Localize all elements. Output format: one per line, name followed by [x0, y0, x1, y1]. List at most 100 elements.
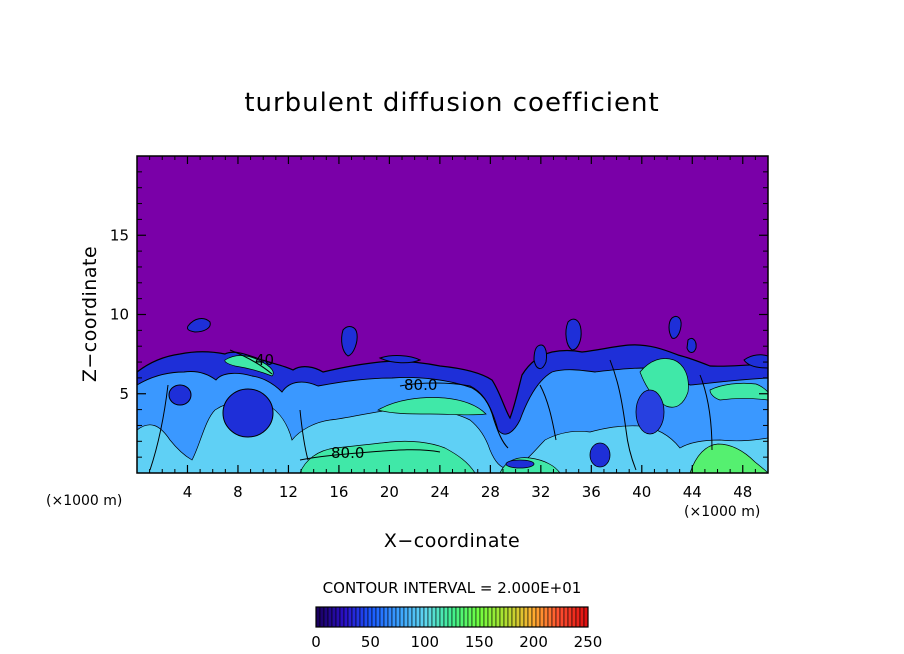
colorbar-cell	[323, 606, 329, 628]
colorbar-cell	[335, 606, 341, 628]
colorbar-cell	[463, 606, 469, 628]
chart-title: turbulent diffusion coefficient	[244, 88, 659, 118]
colorbar-cell	[571, 606, 577, 628]
y-tick-label-0: 5	[119, 385, 129, 403]
colorbar-cell	[439, 606, 445, 628]
field-green-2	[377, 397, 487, 416]
colorbar-cell	[479, 606, 485, 628]
colorbar-cell	[415, 606, 421, 628]
colorbar-cell	[579, 606, 585, 628]
contour-label-2: 80.0	[331, 444, 364, 462]
blob-4	[533, 344, 547, 369]
colorbar-cell	[531, 606, 537, 628]
colorbar-cell	[419, 606, 425, 628]
blob-1	[187, 318, 211, 333]
colorbar-cell	[399, 606, 405, 628]
colorbar-cell	[455, 606, 461, 628]
x-tick-label-2: 12	[279, 483, 298, 501]
colorbar-tick-label-3: 150	[465, 633, 494, 651]
x-tick-label-1: 8	[233, 483, 243, 501]
colorbar-cell	[511, 606, 517, 628]
colorbar-cell	[367, 606, 373, 628]
colorbar-cell	[507, 606, 513, 628]
contour-label-3: 40	[255, 351, 274, 369]
colorbar-cell	[423, 606, 429, 628]
colorbar-tick-label-0: 0	[311, 633, 321, 651]
contour-line-8	[299, 409, 309, 461]
colorbar-cell	[371, 606, 377, 628]
contour-line-6	[699, 374, 713, 451]
colorbar-cell	[331, 606, 337, 628]
contour-line-2	[399, 382, 509, 449]
y-tick-label-1: 10	[110, 306, 129, 324]
eddy-5	[505, 459, 535, 469]
colorbar-cell	[451, 606, 457, 628]
y-tick-label-2: 15	[110, 226, 129, 244]
colorbar-cell	[391, 606, 397, 628]
contour-label-1: 80.0	[404, 376, 437, 394]
x-unit-right: (×1000 m)	[684, 504, 760, 520]
colorbar-cell	[319, 606, 325, 628]
colorbar-cell	[567, 606, 573, 628]
colorbar-cell	[435, 606, 441, 628]
colorbar-cell	[447, 606, 453, 628]
contour-line-4	[539, 384, 557, 441]
eddy-3	[635, 389, 665, 435]
colorbar	[315, 606, 589, 628]
blob-8	[743, 354, 768, 369]
colorbar-cell	[499, 606, 505, 628]
colorbar-cell	[495, 606, 501, 628]
colorbar-cell	[343, 606, 349, 628]
colorbar-frame	[315, 606, 589, 628]
x-tick-label-10: 44	[683, 483, 702, 501]
eddy-1	[222, 388, 274, 438]
colorbar-cell	[491, 606, 497, 628]
blob-5	[668, 315, 682, 339]
x-tick-label-4: 20	[380, 483, 399, 501]
eddy-2	[168, 384, 192, 406]
colorbar-cell	[411, 606, 417, 628]
contour-line-5	[609, 359, 637, 471]
x-tick-label-9: 40	[632, 483, 651, 501]
blob-3	[565, 318, 582, 351]
colorbar-cell	[555, 606, 561, 628]
field-green-1	[299, 440, 476, 473]
colorbar-cell	[543, 606, 549, 628]
colorbar-cell	[475, 606, 481, 628]
colorbar-cell	[355, 606, 361, 628]
colorbar-cell	[407, 606, 413, 628]
contour-line-7	[149, 384, 169, 471]
colorbar-cell	[523, 606, 529, 628]
contour-interval: CONTOUR INTERVAL = 2.000E+01	[323, 579, 582, 597]
x-tick-label-8: 36	[582, 483, 601, 501]
field-green-6	[224, 355, 274, 377]
colorbar-tick-label-5: 250	[574, 633, 603, 651]
colorbar-cell	[547, 606, 553, 628]
x-tick-label-6: 28	[481, 483, 500, 501]
colorbar-cell	[339, 606, 345, 628]
y-axis: 5 10 15	[110, 171, 768, 458]
blob-2	[341, 326, 358, 357]
contour-line-1	[229, 349, 273, 375]
colorbar-cell	[403, 606, 409, 628]
colorbar-cell	[527, 606, 533, 628]
y-axis-label: Z−coordinate	[79, 246, 101, 382]
x-tick-label-0: 4	[183, 483, 193, 501]
colorbar-cell	[471, 606, 477, 628]
x-unit-left: (×1000 m)	[46, 493, 122, 509]
colorbar-cell	[515, 606, 521, 628]
colorbar-cell	[459, 606, 465, 628]
plot-area	[137, 156, 768, 473]
colorbar-cell	[575, 606, 581, 628]
x-tick-label-7: 32	[531, 483, 550, 501]
colorbar-tick-label-1: 50	[361, 633, 380, 651]
colorbar-cell	[483, 606, 489, 628]
contour-line-3	[299, 449, 441, 461]
field-green-7	[709, 382, 768, 401]
colorbar-cell	[359, 606, 365, 628]
x-axis-label: X−coordinate	[384, 530, 520, 552]
colorbar-ticks: 0 50 100 150 200 250	[311, 633, 602, 651]
colorbar-cell	[551, 606, 557, 628]
x-tick-label-11: 48	[733, 483, 752, 501]
